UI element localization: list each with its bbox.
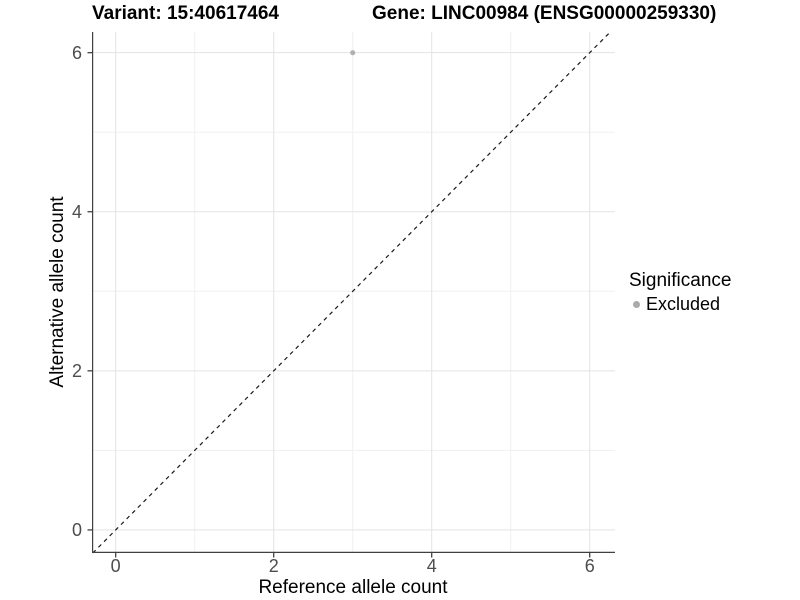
y-tick-label: 4 [71,201,82,222]
x-axis-title: Reference allele count [258,577,448,598]
legend-item-label: Excluded [646,294,721,314]
y-tick-label: 6 [71,42,82,63]
plot-svg [87,31,615,558]
x-tick-label: 4 [426,556,437,576]
legend-item-excluded: Excluded [629,293,731,316]
data-point [350,50,356,56]
y-tick-label: 0 [71,519,82,540]
legend: Significance Excluded [629,269,731,316]
plot-panel [87,31,615,558]
gene-title: Gene: LINC00984 (ENSG00000259330) [372,3,717,24]
variant-title: Variant: 15:40617464 [92,3,279,24]
x-tick-label: 0 [110,556,121,576]
x-tick-label: 2 [268,556,279,576]
y-tick-label: 2 [71,360,82,381]
x-tick-label: 6 [584,556,595,576]
legend-title: Significance [629,270,732,291]
excluded-point-icon [633,301,640,308]
identity-line [92,31,611,554]
